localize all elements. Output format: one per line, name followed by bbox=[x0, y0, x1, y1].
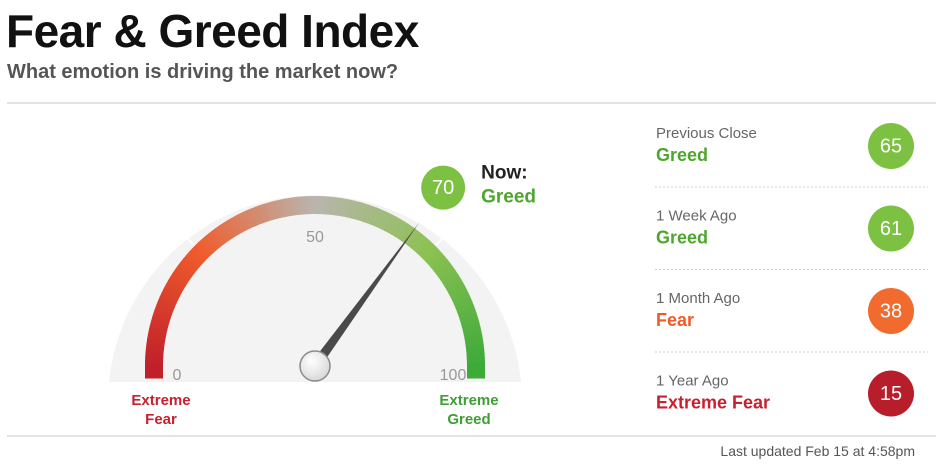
max-label: Extreme Greed bbox=[439, 392, 499, 428]
history-bubble bbox=[868, 370, 914, 417]
history-bubble bbox=[868, 205, 914, 252]
gauge-arc bbox=[145, 365, 163, 379]
tick-label: 50 bbox=[306, 229, 324, 246]
last-updated: Last updated Feb 15 at 4:58pm bbox=[720, 443, 915, 459]
divider bbox=[7, 102, 936, 104]
gauge-divider bbox=[435, 218, 463, 246]
history-bubble bbox=[868, 288, 914, 334]
history-label: Previous Close bbox=[656, 125, 757, 142]
tick-label: 0 bbox=[173, 367, 182, 384]
history-rating: Extreme Fear bbox=[656, 392, 770, 412]
gauge-divider bbox=[167, 218, 195, 246]
history-rating: Greed bbox=[656, 145, 708, 165]
history-value: 15 bbox=[880, 383, 902, 405]
min-label: Extreme Fear bbox=[131, 392, 191, 428]
history-rating: Greed bbox=[656, 227, 708, 247]
tick-label: 100 bbox=[440, 367, 467, 384]
value-bubble bbox=[421, 165, 466, 210]
page-subtitle: What emotion is driving the market now? bbox=[7, 61, 399, 83]
history-value: 61 bbox=[880, 218, 902, 240]
history-value: 65 bbox=[880, 135, 902, 157]
history-bubble bbox=[868, 123, 914, 169]
history-label: 1 Year Ago bbox=[656, 372, 729, 389]
history-value: 38 bbox=[880, 300, 902, 322]
needle-knob bbox=[299, 350, 331, 382]
needle bbox=[310, 221, 420, 369]
divider bbox=[7, 435, 936, 437]
history-rating: Fear bbox=[656, 310, 694, 330]
gauge-arc bbox=[467, 365, 485, 379]
page-title: Fear & Greed Index bbox=[6, 5, 419, 57]
history-label: 1 Week Ago bbox=[656, 207, 737, 224]
now-label: Now: bbox=[481, 163, 527, 184]
value-label: 70 bbox=[432, 177, 454, 199]
now-rating: Greed bbox=[481, 187, 536, 208]
history-label: 1 Month Ago bbox=[656, 290, 740, 307]
